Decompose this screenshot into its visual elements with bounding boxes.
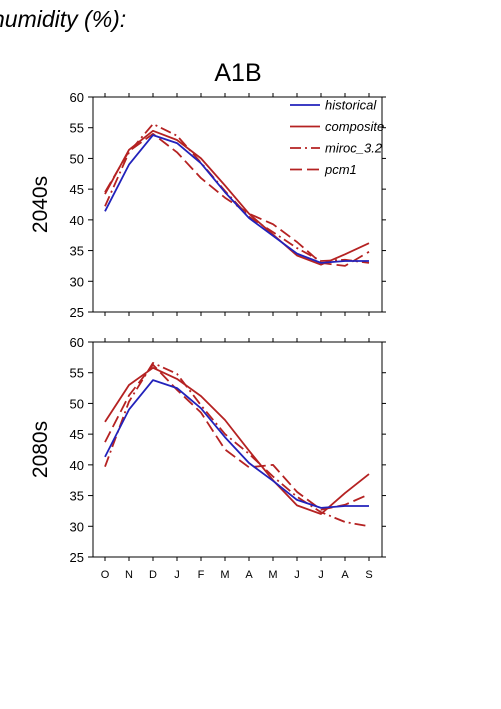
series-line-pcm1 [104, 363, 370, 511]
y-tick-label: 40 [70, 458, 84, 473]
x-tick-label: M [268, 569, 277, 581]
legend-label: miroc_3.2 [325, 141, 383, 156]
y-tick-label: 40 [70, 213, 84, 228]
x-tick-label: F [198, 569, 205, 581]
y-tick-label: 35 [70, 489, 84, 504]
legend-label: pcm1 [324, 162, 357, 177]
plot-frame [92, 96, 383, 313]
x-tick-label: A [341, 569, 349, 581]
y-tick-label: 30 [70, 274, 84, 289]
figure-heading: humidity (%): [0, 6, 126, 32]
x-tick-label: M [220, 569, 229, 581]
y-tick-label: 25 [70, 305, 84, 320]
y-tick-label: 25 [70, 550, 84, 565]
y-tick-label: 30 [70, 519, 84, 534]
x-tick-label: D [149, 569, 157, 581]
x-tick-label: J [294, 569, 300, 581]
y-tick-label: 35 [70, 244, 84, 259]
y-tick-label: 60 [70, 335, 84, 350]
legend-label: historical [325, 98, 377, 113]
y-tick-label: 60 [70, 90, 84, 105]
y-tick-label: 55 [70, 121, 84, 136]
panel-label: 2080s [29, 421, 52, 478]
x-tick-label: O [101, 569, 110, 581]
legend-label: composite [325, 119, 384, 134]
series-line-historical [104, 134, 369, 264]
x-tick-label: A [245, 569, 253, 581]
x-tick-label: J [174, 569, 180, 581]
series-line-composite [104, 366, 370, 515]
y-tick-label: 50 [70, 396, 84, 411]
series-line-historical [104, 379, 369, 509]
scenario-title: A1B [214, 59, 261, 87]
x-tick-label: S [365, 569, 372, 581]
y-tick-label: 55 [70, 366, 84, 381]
x-tick-label: J [318, 569, 324, 581]
panel-label: 2040s [29, 176, 52, 233]
x-tick-label: N [125, 569, 133, 581]
y-tick-label: 45 [70, 182, 84, 197]
plot-frame [92, 341, 383, 558]
series-line-miroc-3-2 [104, 361, 370, 528]
panel-2040s: 25 30 35 40 45 50 55 60 2040s historical composite… [29, 90, 386, 320]
y-tick-label: 45 [70, 427, 84, 442]
y-tick-label: 50 [70, 151, 84, 166]
panel-2080s: 25 30 35 40 45 50 55 60 O N D J F M A M J J A S 2080s [29, 335, 386, 581]
